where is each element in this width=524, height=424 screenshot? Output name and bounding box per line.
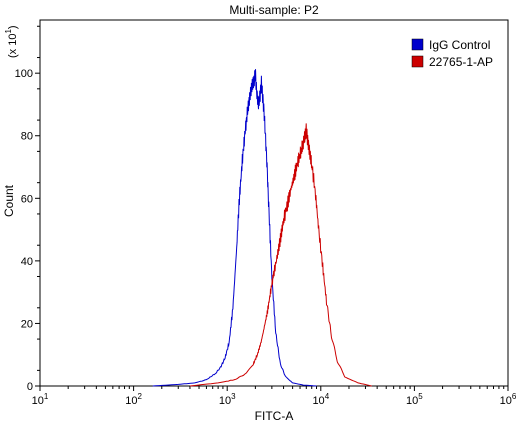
legend: IgG Control 22765-1-AP [411, 38, 493, 69]
legend-swatch-igg-control [411, 38, 424, 51]
y-axis-title: Count [2, 184, 16, 217]
legend-label-22765-1-ap: 22765-1-AP [429, 55, 493, 69]
y-tick-label: 0 [27, 381, 33, 393]
x-tick-label: 103 [219, 392, 236, 407]
series-lines [152, 69, 372, 387]
y-tick-label: 40 [21, 256, 33, 268]
y-tick-label: 60 [21, 193, 33, 205]
y-tick-label: 80 [21, 131, 33, 143]
y-tick-label: 20 [21, 318, 33, 330]
plot-frame [39, 19, 509, 387]
x-tick-label: 106 [500, 392, 517, 407]
axis-ticks [35, 25, 509, 391]
legend-label-igg-control: IgG Control [429, 38, 490, 52]
series-line-22765-1-ap [189, 123, 372, 387]
x-tick-label: 104 [312, 392, 329, 407]
series-line-igg-control [152, 69, 317, 387]
x-tick-label: 101 [32, 392, 49, 407]
y-tick-label: 100 [15, 68, 33, 80]
y-multiplier-label: (x 101) [4, 25, 19, 58]
x-tick-labels: 101 102 103 104 105 106 [32, 392, 517, 407]
x-tick-label: 105 [406, 392, 423, 407]
y-tick-labels: 0 20 40 60 80 100 [15, 68, 33, 393]
legend-swatch-22765-1-ap [411, 55, 424, 68]
x-axis-title: FITC-A [255, 409, 294, 423]
chart-title: Multi-sample: P2 [229, 3, 319, 17]
x-tick-label: 102 [125, 392, 142, 407]
